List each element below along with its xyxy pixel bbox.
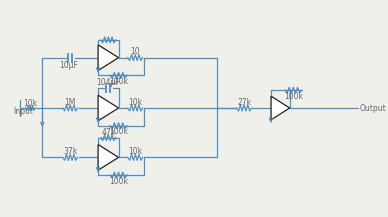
- Text: 47k: 47k: [101, 128, 116, 137]
- Text: Output: Output: [359, 104, 386, 112]
- Text: 37k: 37k: [63, 147, 77, 156]
- Polygon shape: [271, 96, 290, 120]
- Text: 27k: 27k: [237, 98, 251, 107]
- Text: 104μF: 104μF: [97, 78, 120, 87]
- Polygon shape: [98, 95, 119, 121]
- Text: 100k: 100k: [109, 127, 128, 136]
- Polygon shape: [98, 145, 119, 170]
- Text: 10k: 10k: [128, 147, 142, 156]
- Text: 10μF: 10μF: [59, 61, 78, 70]
- Text: 10: 10: [130, 47, 140, 56]
- Text: 10k: 10k: [23, 99, 37, 108]
- Text: 100k: 100k: [109, 77, 128, 86]
- Text: 10k: 10k: [128, 98, 142, 107]
- Polygon shape: [98, 45, 119, 71]
- Text: Input: Input: [14, 107, 33, 117]
- Text: 100k: 100k: [109, 177, 128, 186]
- Text: 100k: 100k: [284, 92, 303, 101]
- Text: 1M: 1M: [64, 98, 76, 107]
